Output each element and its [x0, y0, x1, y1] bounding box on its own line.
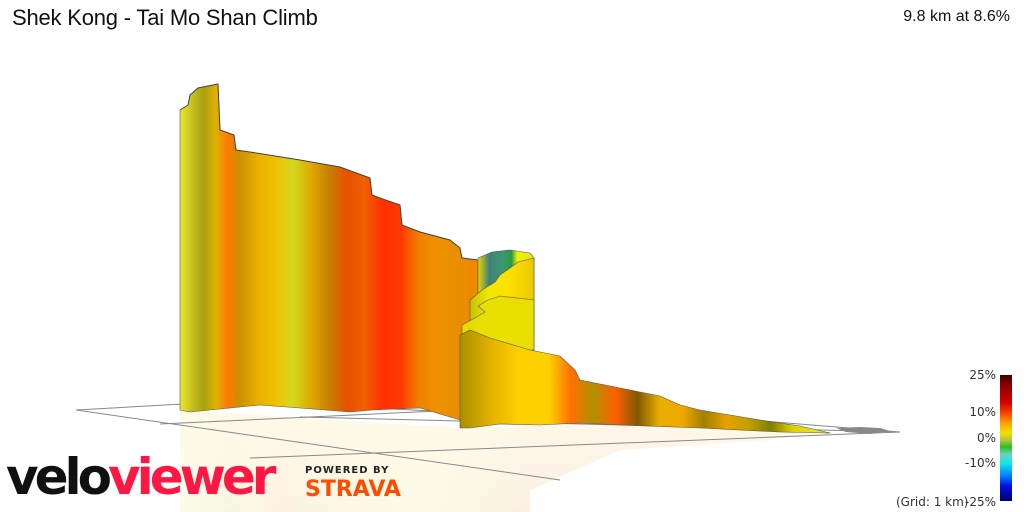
- route-footprint: [836, 427, 890, 434]
- logo-velo-text: velo: [6, 448, 112, 506]
- page-title: Shek Kong - Tai Mo Shan Climb: [12, 5, 318, 30]
- legend-label-neg10: -10%: [964, 456, 996, 470]
- powered-by-label: POWERED BY: [305, 465, 390, 476]
- veloviewer-logo[interactable]: veloviewer: [6, 452, 276, 502]
- legend-label-min: -25%: [964, 495, 996, 509]
- logo-viewer-text: viewer: [108, 448, 276, 506]
- elevation-wall-lower: [459, 329, 831, 434]
- gradient-color-bar: [1000, 375, 1012, 501]
- legend-label-max: 25%: [969, 368, 996, 382]
- legend-label-10: 10%: [969, 405, 996, 419]
- strava-logo: STRAVA: [305, 477, 401, 502]
- elevation-wall-upper: [179, 83, 479, 421]
- legend-label-0: 0%: [976, 431, 996, 445]
- ground-reflection: [180, 410, 830, 512]
- gradient-legend: 25% 10% 0% -10% -25%: [890, 366, 1024, 512]
- grid-scale-note: (Grid: 1 km): [896, 495, 969, 509]
- powered-by-strava[interactable]: POWERED BY STRAVA: [305, 465, 401, 502]
- climb-summary: 9.8 km at 8.6%: [903, 8, 1010, 25]
